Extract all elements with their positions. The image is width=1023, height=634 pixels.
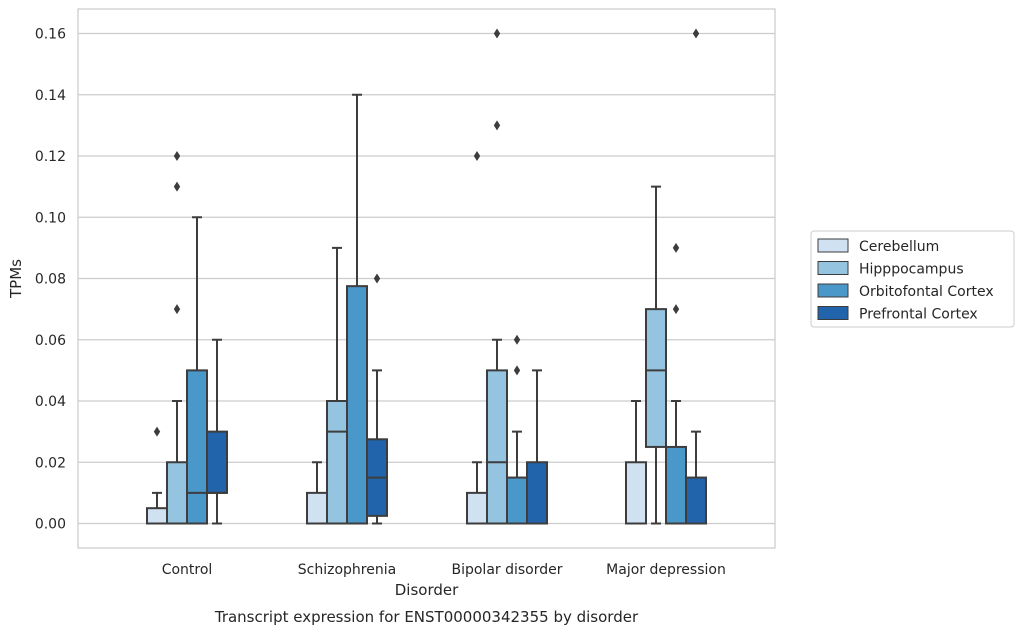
box-hipppocampus [486, 28, 508, 525]
legend: Cerebellum Hipppocampus Orbitofontal Corte… [810, 230, 1015, 328]
box-hipppocampus [326, 246, 348, 525]
x-tick-label: Major depression [606, 562, 726, 578]
legend-swatch [817, 283, 849, 298]
legend-label: Cerebellum [859, 239, 939, 255]
y-tick-label: 0.02 [35, 455, 66, 471]
box-orbitofontal-cortex [346, 93, 368, 525]
outlier-point [692, 28, 700, 39]
box-iqr [625, 461, 647, 525]
box-hipppocampus [645, 185, 667, 525]
box-iqr [685, 476, 707, 525]
legend-swatch [817, 306, 849, 320]
box-prefrontal-cortex [366, 273, 388, 525]
box-iqr [206, 430, 228, 494]
legend-label: Hipppocampus [859, 262, 964, 278]
x-axis-label: Disorder [395, 581, 459, 599]
box-iqr [486, 369, 508, 525]
legend-swatch [817, 261, 849, 275]
plot-frame [77, 8, 776, 549]
box-iqr [186, 369, 208, 525]
box-iqr [166, 461, 188, 525]
outlier-point [373, 273, 381, 284]
box-orbitofontal-cortex [506, 334, 528, 525]
box-iqr [506, 476, 528, 525]
x-tick-label: Schizophrenia [298, 562, 396, 578]
outlier-point [493, 120, 501, 131]
x-tick-label: Control [162, 562, 213, 578]
box-prefrontal-cortex [685, 28, 707, 525]
box-groups [146, 28, 707, 525]
y-tick-label: 0.10 [35, 210, 66, 226]
x-tick-label: Bipolar disorder [451, 562, 562, 578]
box-iqr [326, 400, 348, 525]
outlier-point [173, 181, 181, 192]
box-iqr [466, 491, 488, 525]
box-cerebellum [466, 151, 488, 525]
y-tick-label: 0.00 [35, 517, 66, 533]
axis-ticks: 0.00 0.02 0.04 0.06 0.08 0.10 0.12 0.14 0.16 Cont… [35, 27, 726, 579]
outlier-point [493, 28, 501, 39]
y-tick-label: 0.06 [35, 333, 66, 349]
box-prefrontal-cortex [206, 338, 228, 525]
box-iqr [146, 507, 168, 525]
box-cerebellum [625, 400, 647, 525]
y-tick-label: 0.04 [35, 394, 66, 410]
box-orbitofontal-cortex [665, 242, 687, 525]
legend-swatch [817, 238, 849, 253]
outlier-point [153, 426, 161, 437]
outlier-point [473, 151, 481, 161]
outlier-point [513, 365, 521, 376]
box-iqr [306, 491, 328, 525]
box-cerebellum [306, 461, 328, 525]
legend-frame [810, 230, 1015, 328]
box-iqr [346, 285, 368, 525]
box-iqr [665, 445, 687, 525]
box-orbitofontal-cortex [186, 216, 208, 525]
box-cerebellum [146, 426, 168, 525]
y-axis-label: TPMs [7, 259, 25, 299]
box-iqr [526, 461, 548, 525]
box-hipppocampus [166, 151, 188, 525]
outlier-point [173, 304, 181, 315]
box-prefrontal-cortex [526, 369, 548, 525]
y-tick-label: 0.16 [35, 27, 66, 43]
outlier-point [173, 151, 181, 161]
chart-caption: Transcript expression for ENST0000034235… [214, 608, 639, 626]
box-iqr [645, 308, 667, 448]
y-tick-label: 0.14 [35, 88, 66, 104]
outlier-point [672, 242, 680, 253]
outlier-point [513, 334, 521, 345]
outlier-point [672, 304, 680, 315]
y-tick-label: 0.08 [35, 272, 66, 288]
y-tick-label: 0.12 [35, 149, 66, 165]
legend-label: Prefrontal Cortex [859, 307, 978, 323]
legend-label: Orbitofontal Cortex [859, 284, 994, 300]
